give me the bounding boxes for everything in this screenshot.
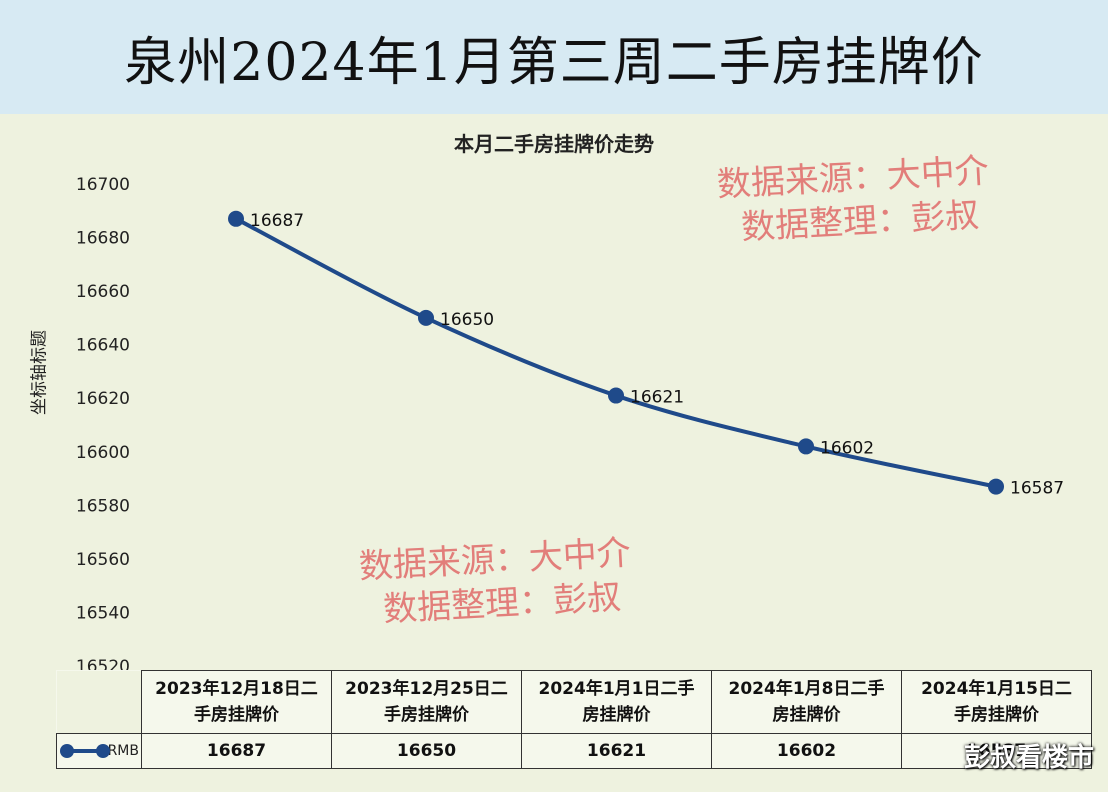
header-banner: 泉州2024年1月第三周二手房挂牌价 [0,0,1108,114]
data-point [798,438,814,455]
chart-title: 本月二手房挂牌价走势 [454,132,654,156]
y-tick-label: 16700 [76,175,130,195]
data-label: 16650 [440,310,494,330]
data-table-header: 2023年12月18日二 手房挂牌价 2023年12月25日二 手房挂牌价 2024… [56,670,1092,734]
table-value: 16587 [901,733,1092,769]
category-label: 2024年1月1日二手 房挂牌价 [521,670,712,734]
category-label: 2024年1月15日二 手房挂牌价 [901,670,1092,734]
watermark-top-right: 数据来源：大中介 数据整理：彭叔 [716,149,992,251]
data-point [228,210,244,227]
y-tick-label: 16580 [76,496,130,516]
legend-entry: RMB [56,733,142,769]
table-value: 16687 [141,733,332,769]
data-label: 16587 [1010,479,1064,499]
data-table: 2023年12月18日二 手房挂牌价 2023年12月25日二 手房挂牌价 2024… [56,670,1092,769]
y-tick-label: 16560 [76,550,130,570]
y-tick-label: 16540 [76,603,130,623]
data-label: 16687 [250,211,304,231]
data-table-corner [56,670,142,734]
watermark-center: 数据来源：大中介 数据整理：彭叔 [358,531,634,633]
data-point [988,478,1004,495]
table-value: 16650 [331,733,522,769]
y-tick-label: 16680 [76,229,130,249]
table-value: 16621 [521,733,712,769]
legend-series-name: RMB [107,743,139,759]
category-label: 2024年1月8日二手 房挂牌价 [711,670,902,734]
category-label: 2023年12月25日二 手房挂牌价 [331,670,522,734]
series-line [235,217,997,489]
y-tick-label: 16620 [76,389,130,409]
legend-line-marker-icon [59,744,110,758]
table-value: 16602 [711,733,902,769]
y-tick-label: 16660 [76,282,130,302]
data-label: 16602 [820,438,874,458]
brand-watermark: 彭叔看楼市 [963,743,1094,773]
y-tick-label: 16600 [76,443,130,463]
data-point [418,309,434,326]
y-tick-label: 16640 [76,336,130,356]
banner-title: 泉州2024年1月第三周二手房挂牌价 [124,32,984,93]
data-table-row: RMB 16687 16650 16621 16602 16587 [56,733,1092,769]
data-label: 16621 [630,388,684,408]
data-point [608,387,624,404]
category-label: 2023年12月18日二 手房挂牌价 [141,670,332,734]
